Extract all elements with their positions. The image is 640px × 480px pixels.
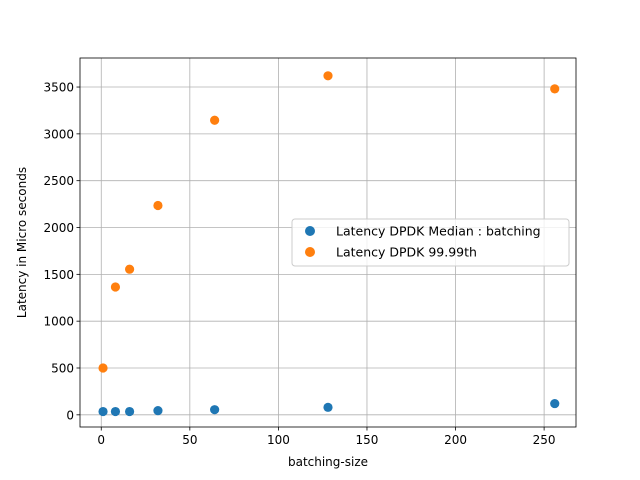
legend-label-median: Latency DPDK Median : batching [336,224,541,239]
y-tick-label: 2000 [43,221,74,235]
data-point-series-0 [153,406,163,416]
legend-box [291,218,570,267]
data-point-series-0 [210,405,220,415]
y-tick-label: 0 [66,408,74,422]
y-tick-label: 2500 [43,174,74,188]
data-points [98,71,560,417]
x-axis-label: batching-size [288,455,368,469]
x-tick-label: 200 [444,433,467,447]
data-point-series-1 [323,71,333,81]
data-point-series-1 [110,282,121,292]
legend-marker-p9999 [305,247,315,257]
legend-label-p9999: Latency DPDK 99.99th [336,245,477,260]
legend-marker-median [305,226,315,236]
data-point-series-0 [550,398,560,409]
plot-frame [79,57,577,428]
y-tick-label: 3500 [43,81,74,95]
y-tick-label: 500 [51,361,74,375]
y-axis-label: Latency in Micro seconds [15,167,29,318]
data-point-series-0 [125,406,135,417]
x-tick-label: 250 [533,433,556,447]
x-tick-label: 0 [97,433,105,447]
data-point-series-1 [550,84,560,94]
data-point-series-1 [125,264,135,274]
data-point-series-0 [98,406,108,417]
y-axis-ticks: 0 500 1000 1500 2000 2500 3000 3500 [43,81,80,422]
data-point-series-1 [153,200,163,211]
data-point-series-0 [323,402,333,412]
x-tick-label: 150 [356,433,379,447]
y-tick-label: 1000 [43,315,74,329]
x-tick-label: 100 [267,433,290,447]
data-point-series-1 [210,115,220,125]
legend: Latency DPDK Median : batching Latency D… [291,218,570,267]
x-axis-ticks: 0 50 100 150 200 250 [97,427,556,447]
y-tick-label: 1500 [43,268,74,282]
x-tick-label: 50 [182,433,197,447]
data-point-series-1 [98,363,108,373]
data-point-series-0 [110,406,121,417]
y-tick-label: 3000 [43,127,74,141]
